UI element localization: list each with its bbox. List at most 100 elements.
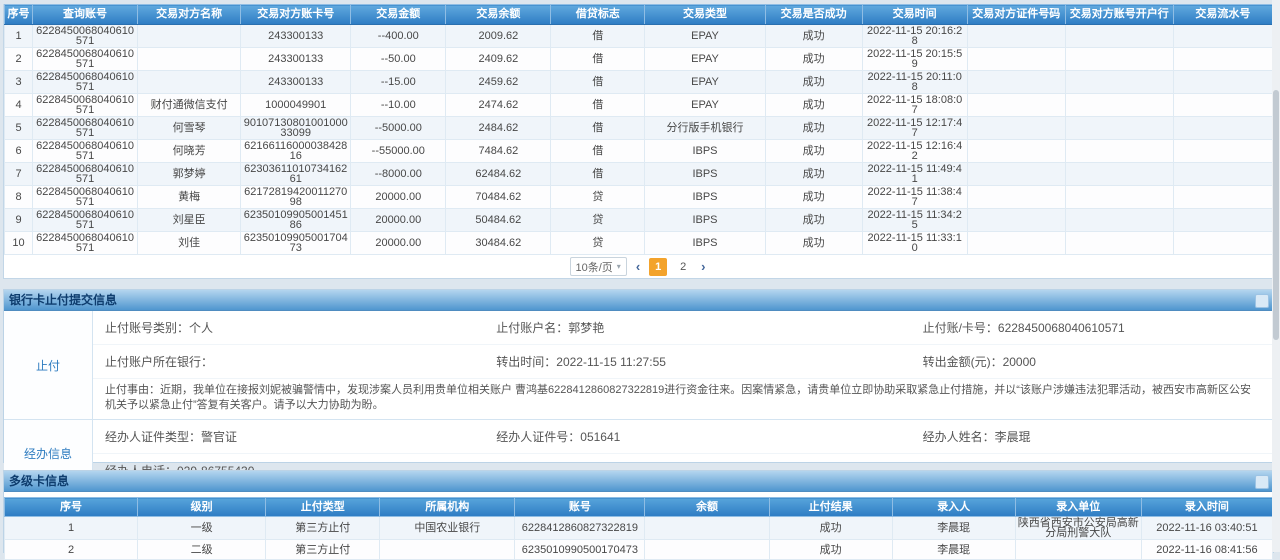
table-cell bbox=[1172, 93, 1274, 117]
table-cell: 借 bbox=[550, 139, 646, 163]
collapse-icon[interactable] bbox=[1255, 475, 1269, 489]
stop-payment-sections: 止付 止付账号类别：个人 止付账户名：郭梦艳 止付账/卡号：6228450068040… bbox=[4, 311, 1273, 487]
table-cell bbox=[1064, 70, 1174, 94]
table-cell: EPAY bbox=[644, 93, 766, 117]
column-header: 交易对方名称 bbox=[137, 4, 242, 25]
stop-payment-panel: 银行卡止付提交信息 止付 止付账号类别：个人 止付账户名：郭梦艳 止付账/卡号：622… bbox=[3, 289, 1274, 488]
table-row[interactable]: 1 6228450068040610571 243300133 --400.00 200… bbox=[3, 24, 1274, 48]
column-header: 交易流水号 bbox=[1172, 4, 1274, 25]
table-cell: 6228450068040610571 bbox=[32, 185, 139, 209]
table-row[interactable]: 2 6228450068040610571 243300133 --50.00 2409… bbox=[3, 47, 1274, 71]
multi-card-table: 序号 级别 止付类型 所属机构 账号 余额 止付结果 录入人 录入单位 录入时间 1 一级 第三方止付… bbox=[3, 497, 1274, 560]
next-page-button[interactable]: › bbox=[701, 259, 706, 274]
table-cell: 6216611600003842816 bbox=[240, 139, 352, 163]
table-cell: --5000.00 bbox=[350, 116, 447, 140]
page-size-select[interactable]: 10条/页 ▾ bbox=[569, 257, 627, 276]
table-row[interactable]: 1 一级 第三方止付 中国农业银行 6228412860827322819 成功 李晨琨 陕西… bbox=[3, 516, 1274, 540]
table-row[interactable]: 3 6228450068040610571 243300133 --15.00 2459… bbox=[3, 70, 1274, 94]
table-row[interactable]: 6 6228450068040610571 何晓芳 62166116000038428… bbox=[3, 139, 1274, 163]
table-row[interactable]: 7 6228450068040610571 郭梦婷 62303611010734162… bbox=[3, 162, 1274, 186]
table-cell: 6 bbox=[3, 139, 34, 163]
table-row[interactable]: 2 二级 第三方止付 6235010990500170473 成功 李晨琨 2022-11-… bbox=[3, 539, 1274, 560]
table-cell: 借 bbox=[550, 116, 646, 140]
page-number-button[interactable]: 1 bbox=[649, 257, 668, 276]
table-cell bbox=[966, 231, 1066, 255]
table-cell bbox=[137, 24, 242, 48]
table-cell bbox=[966, 47, 1066, 71]
page-number-button[interactable]: 2 bbox=[680, 260, 687, 273]
table-cell: IBPS bbox=[644, 185, 766, 209]
table-cell: 2022-11-15 12:16:42 bbox=[861, 139, 968, 163]
table-cell: 9 bbox=[3, 208, 34, 232]
collapse-icon[interactable] bbox=[1255, 294, 1269, 308]
table-cell: 成功 bbox=[764, 185, 863, 209]
section-content: 止付账号类别：个人 止付账户名：郭梦艳 止付账/卡号：622845006804061… bbox=[93, 311, 1273, 419]
table-cell: EPAY bbox=[644, 24, 766, 48]
table-row[interactable]: 10 6228450068040610571 刘佳 62350109905001704… bbox=[3, 231, 1274, 255]
table-cell: 借 bbox=[550, 47, 646, 71]
table-cell: 第三方止付 bbox=[265, 516, 381, 540]
field: 止付账户名：郭梦艳 bbox=[496, 321, 605, 335]
table-cell bbox=[1064, 139, 1174, 163]
table-cell: 成功 bbox=[764, 70, 863, 94]
column-header: 录入时间 bbox=[1140, 497, 1274, 517]
column-header: 查询账号 bbox=[32, 4, 139, 25]
table-cell: 2 bbox=[3, 539, 139, 560]
column-header: 交易时间 bbox=[861, 4, 968, 25]
table-cell: 2022-11-15 20:11:08 bbox=[861, 70, 968, 94]
prev-page-button[interactable]: ‹ bbox=[635, 259, 641, 274]
table-cell bbox=[966, 185, 1066, 209]
table-cell: 成功 bbox=[768, 516, 893, 540]
table-row[interactable]: 4 6228450068040610571 财付通微信支付 1000049901 --1… bbox=[3, 93, 1274, 117]
table-cell: 7484.62 bbox=[445, 139, 552, 163]
table-cell: 243300133 bbox=[240, 47, 352, 71]
table-cell bbox=[1064, 93, 1174, 117]
page-size-label: 10条/页 bbox=[575, 261, 613, 274]
table-row[interactable]: 5 6228450068040610571 何雪琴 90107130801001000… bbox=[3, 116, 1274, 140]
table-cell: 6228450068040610571 bbox=[32, 162, 139, 186]
table-cell: 一级 bbox=[137, 516, 267, 540]
stop-payment-panel-titlebar: 银行卡止付提交信息 bbox=[4, 290, 1273, 311]
stop-payment-reason: 止付事由：近期，我单位在接报刘妮被骗警情中，发现涉案人员利用贵单位相关账户 曹鸿… bbox=[93, 378, 1273, 419]
table-cell: 借 bbox=[550, 24, 646, 48]
table-cell: 2022-11-15 20:16:28 bbox=[861, 24, 968, 48]
table-cell: --50.00 bbox=[350, 47, 447, 71]
table-cell bbox=[644, 516, 770, 540]
panel-title: 多级卡信息 bbox=[9, 474, 70, 488]
table-cell bbox=[1172, 70, 1274, 94]
column-header: 余额 bbox=[644, 497, 770, 517]
field: 止付账/卡号：6228450068040610571 bbox=[922, 321, 1125, 335]
table-cell: 贷 bbox=[550, 231, 646, 255]
table-cell: 成功 bbox=[764, 231, 863, 255]
field-row: 止付账户所在银行： 转出时间：2022-11-15 11:27:55 转出金额(元)… bbox=[93, 344, 1273, 378]
table-cell: 2022-11-16 03:40:51 bbox=[1140, 516, 1274, 540]
transactions-header-row: 序号 查询账号 交易对方名称 交易对方账卡号 交易金额 交易余额 借贷标志 交易类型 交易是否成… bbox=[3, 4, 1274, 25]
field: 转出时间：2022-11-15 11:27:55 bbox=[496, 355, 666, 369]
table-cell: 9010713080100100033099 bbox=[240, 116, 352, 140]
table-cell: 3 bbox=[3, 70, 34, 94]
table-cell: 2022-11-15 11:33:10 bbox=[861, 231, 968, 255]
scrollbar-thumb[interactable] bbox=[1273, 90, 1279, 340]
multi-card-header-row: 序号 级别 止付类型 所属机构 账号 余额 止付结果 录入人 录入单位 录入时间 bbox=[3, 497, 1274, 517]
column-header: 交易余额 bbox=[445, 4, 552, 25]
column-header: 级别 bbox=[137, 497, 267, 517]
table-cell: 借 bbox=[550, 162, 646, 186]
table-cell: 6217281942001127098 bbox=[240, 185, 352, 209]
table-cell: 贷 bbox=[550, 208, 646, 232]
table-cell: 6228450068040610571 bbox=[32, 47, 139, 71]
table-cell: 成功 bbox=[764, 208, 863, 232]
table-cell: 成功 bbox=[768, 539, 893, 560]
table-cell: IBPS bbox=[644, 139, 766, 163]
table-row[interactable]: 9 6228450068040610571 刘星臣 62350109905001451… bbox=[3, 208, 1274, 232]
field: 经办人证件类型：警官证 bbox=[105, 430, 238, 444]
table-cell bbox=[1064, 47, 1174, 71]
column-header: 序号 bbox=[3, 497, 139, 517]
vertical-scrollbar[interactable] bbox=[1272, 0, 1280, 552]
table-row[interactable]: 8 6228450068040610571 黄梅 621728194200112709… bbox=[3, 185, 1274, 209]
table-cell: --10.00 bbox=[350, 93, 447, 117]
table-cell: 1 bbox=[3, 516, 139, 540]
table-cell: 50484.62 bbox=[445, 208, 552, 232]
